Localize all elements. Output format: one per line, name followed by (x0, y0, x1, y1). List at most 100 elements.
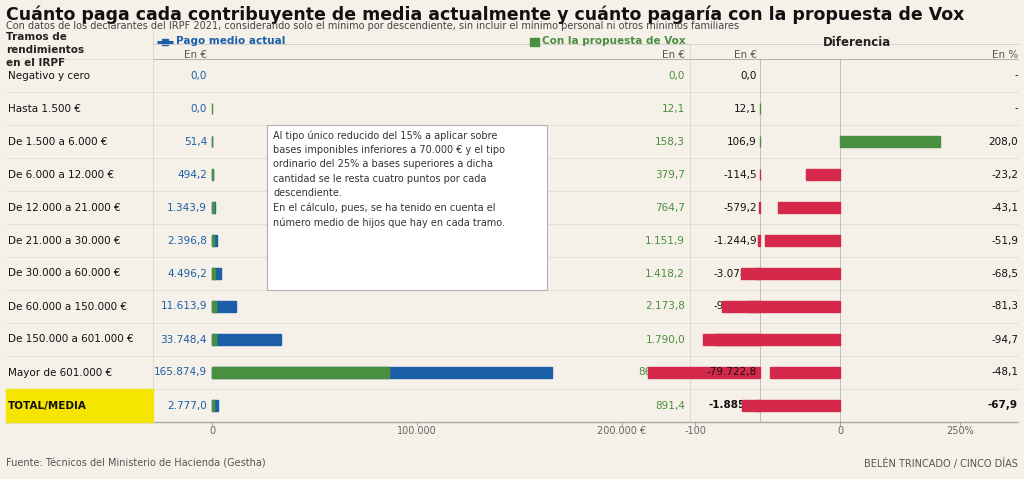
Bar (770, 367, 840, 378)
Text: Diferencia: Diferencia (823, 35, 891, 48)
Bar (212, 334, 216, 345)
Text: De 150.000 a 601.000 €: De 150.000 a 601.000 € (8, 334, 133, 344)
Text: 4.496,2: 4.496,2 (167, 269, 207, 278)
Text: 100.000: 100.000 (397, 426, 437, 436)
Text: En %: En % (992, 50, 1018, 60)
Text: Con datos de los declarantes del IRPF 2021, considerando solo el mínimo por desc: Con datos de los declarantes del IRPF 20… (6, 20, 739, 31)
Text: 0: 0 (209, 426, 215, 436)
Bar (212, 334, 282, 345)
Text: -79.722,8: -79.722,8 (707, 367, 757, 377)
Text: -: - (1014, 70, 1018, 80)
Bar (840, 136, 940, 147)
Bar (648, 367, 760, 378)
Text: En €: En € (184, 50, 207, 60)
Text: -51,9: -51,9 (991, 236, 1018, 246)
Bar (741, 400, 840, 411)
Text: Con la propuesta de Vox: Con la propuesta de Vox (542, 36, 686, 46)
Text: De 30.000 a 60.000 €: De 30.000 a 60.000 € (8, 269, 121, 278)
Text: De 6.000 a 12.000 €: De 6.000 a 12.000 € (8, 170, 114, 180)
Text: En €: En € (734, 50, 757, 60)
Text: De 12.000 a 21.000 €: De 12.000 a 21.000 € (8, 203, 121, 213)
Text: BELÉN TRINCADO / CINCO DÍAS: BELÉN TRINCADO / CINCO DÍAS (864, 458, 1018, 469)
Bar (212, 367, 389, 378)
Text: De 21.000 a 30.000 €: De 21.000 a 30.000 € (8, 236, 121, 246)
Bar (212, 235, 214, 246)
Text: -43,1: -43,1 (991, 203, 1018, 213)
Bar (758, 235, 760, 246)
Bar (212, 400, 214, 411)
Text: 1.343,9: 1.343,9 (167, 203, 207, 213)
Text: 494,2: 494,2 (177, 170, 207, 180)
Text: 51,4: 51,4 (183, 137, 207, 147)
Text: -67,9: -67,9 (988, 400, 1018, 411)
Bar (530, 38, 539, 46)
Bar (212, 202, 214, 213)
Text: -579,2: -579,2 (723, 203, 757, 213)
Text: 891,4: 891,4 (655, 400, 685, 411)
Bar (212, 268, 221, 279)
Text: Pago medio actual: Pago medio actual (176, 36, 286, 46)
Text: Fuente: Técnicos del Ministerio de Hacienda (Gestha): Fuente: Técnicos del Ministerio de Hacie… (6, 459, 265, 469)
Text: 0,0: 0,0 (669, 70, 685, 80)
Text: -81,3: -81,3 (991, 301, 1018, 311)
Text: 12,1: 12,1 (662, 103, 685, 114)
Text: Cuánto paga cada contribuyente de media actualmente y cuánto pagaría con la prop: Cuánto paga cada contribuyente de media … (6, 5, 965, 23)
Text: 1.151,9: 1.151,9 (645, 236, 685, 246)
Text: 0,0: 0,0 (190, 103, 207, 114)
Bar (212, 202, 215, 213)
Text: De 60.000 a 150.000 €: De 60.000 a 150.000 € (8, 301, 127, 311)
Text: 2.777,0: 2.777,0 (167, 400, 207, 411)
Text: -68,5: -68,5 (991, 269, 1018, 278)
Text: 33.748,4: 33.748,4 (161, 334, 207, 344)
Text: -48,1: -48,1 (991, 367, 1018, 377)
FancyBboxPatch shape (267, 125, 547, 290)
Text: Mayor de 601.000 €: Mayor de 601.000 € (8, 367, 112, 377)
Text: Negativo y cero: Negativo y cero (8, 70, 90, 80)
Bar (702, 334, 840, 345)
Bar (212, 400, 218, 411)
Text: -: - (1014, 103, 1018, 114)
Text: 208,0: 208,0 (988, 137, 1018, 147)
Bar (212, 235, 217, 246)
Bar (756, 268, 760, 279)
Text: 1.418,2: 1.418,2 (645, 269, 685, 278)
Text: TOTAL/MEDIA: TOTAL/MEDIA (8, 400, 87, 411)
Text: -31.958,4: -31.958,4 (707, 334, 757, 344)
Text: -3.078,0: -3.078,0 (714, 269, 757, 278)
Text: 12,1: 12,1 (734, 103, 757, 114)
Text: De 1.500 a 6.000 €: De 1.500 a 6.000 € (8, 137, 108, 147)
Bar (806, 169, 840, 180)
Bar (740, 268, 840, 279)
Text: -23,2: -23,2 (991, 170, 1018, 180)
Bar (746, 301, 760, 312)
Text: Tramos de
rendimientos
en el IRPF: Tramos de rendimientos en el IRPF (6, 32, 84, 68)
Text: 2.396,8: 2.396,8 (167, 236, 207, 246)
Bar (212, 268, 215, 279)
Text: -1.885,6: -1.885,6 (709, 400, 757, 411)
Text: 379,7: 379,7 (655, 170, 685, 180)
Bar (722, 301, 840, 312)
Text: 0,0: 0,0 (740, 70, 757, 80)
Bar (212, 301, 236, 312)
Text: 106,9: 106,9 (727, 137, 757, 147)
Bar (212, 367, 552, 378)
Text: -94,7: -94,7 (991, 334, 1018, 344)
Bar (758, 400, 760, 411)
Text: 200.000 €: 200.000 € (597, 426, 646, 436)
Bar (777, 202, 840, 213)
Text: 0,0: 0,0 (190, 70, 207, 80)
Text: Al tipo único reducido del 15% a aplicar sobre
bases imponibles inferiores a 70.: Al tipo único reducido del 15% a aplicar… (273, 130, 505, 228)
Text: -1.244,9: -1.244,9 (714, 236, 757, 246)
Text: 250%: 250% (946, 426, 974, 436)
Bar (212, 301, 216, 312)
Bar (715, 334, 760, 345)
Text: En €: En € (662, 50, 685, 60)
Text: -9.440,1: -9.440,1 (714, 301, 757, 311)
Text: 2.173,8: 2.173,8 (645, 301, 685, 311)
Text: 0: 0 (837, 426, 843, 436)
Text: 86.152,1: 86.152,1 (639, 367, 685, 377)
Text: 764,7: 764,7 (655, 203, 685, 213)
Text: 165.874,9: 165.874,9 (154, 367, 207, 377)
Text: 1.790,0: 1.790,0 (645, 334, 685, 344)
Text: 158,3: 158,3 (655, 137, 685, 147)
